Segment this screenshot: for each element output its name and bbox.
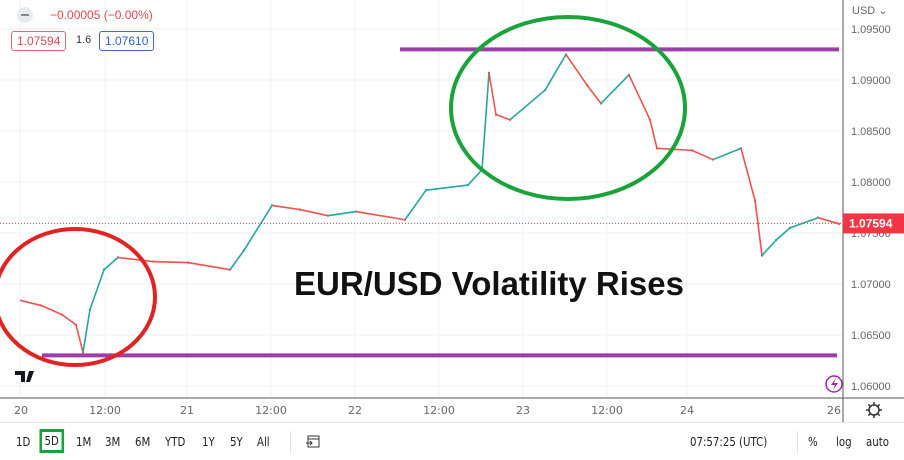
x-tick-label: 20 xyxy=(14,404,28,417)
gear-ring xyxy=(868,404,880,416)
price-segment xyxy=(40,304,63,316)
price-segment xyxy=(649,119,658,149)
ask-price-button[interactable]: 1.07610 xyxy=(99,31,155,51)
price-segment xyxy=(299,208,329,217)
price-segment xyxy=(544,54,567,91)
collapse-legend-button[interactable] xyxy=(17,7,33,23)
y-tick-label: 1.09000 xyxy=(851,75,891,87)
price-segment xyxy=(761,239,777,256)
x-tick-label: 12:00 xyxy=(255,404,287,417)
x-tick-label: 24 xyxy=(680,404,694,417)
x-tick-label: 12:00 xyxy=(89,404,121,417)
range-1y[interactable]: 1Y xyxy=(202,435,215,449)
price-segment xyxy=(565,54,588,86)
range-ytd[interactable]: YTD xyxy=(165,435,186,449)
auto-toggle[interactable]: auto xyxy=(866,435,889,449)
x-tick-label: 22 xyxy=(348,404,362,417)
last-price-label: 1.07594 xyxy=(849,216,893,230)
x-tick-label: 21 xyxy=(180,404,194,417)
price-chart[interactable]: 1.095001.090001.085001.080001.075001.070… xyxy=(0,0,904,422)
range-5y[interactable]: 5Y xyxy=(230,435,243,449)
price-segment xyxy=(82,309,91,353)
price-segment xyxy=(740,148,756,201)
price-segment xyxy=(117,256,154,263)
gear-tooth xyxy=(867,403,881,417)
settings-gear-icon[interactable] xyxy=(866,402,882,418)
high-highlight-ellipse xyxy=(449,15,687,201)
log-toggle[interactable]: log xyxy=(836,435,852,449)
y-tick-label: 1.06000 xyxy=(851,381,891,393)
price-segment xyxy=(404,189,427,221)
x-tick-label: 26 xyxy=(827,404,841,417)
range-all[interactable]: All xyxy=(257,435,270,449)
divider xyxy=(290,431,291,453)
range-3m[interactable]: 3M xyxy=(105,435,121,449)
price-segment xyxy=(229,249,245,271)
tradingview-logo xyxy=(15,371,34,382)
range-1m[interactable]: 1M xyxy=(76,435,92,449)
price-segment xyxy=(817,216,840,225)
price-segment xyxy=(103,256,119,271)
x-tick-label: 12:00 xyxy=(591,404,623,417)
price-segment xyxy=(75,324,84,353)
bid-price-button[interactable]: 1.07594 xyxy=(11,31,67,51)
y-tick-label: 1.08000 xyxy=(851,177,891,189)
price-segment xyxy=(467,169,483,186)
price-segment xyxy=(789,216,819,229)
range-1d[interactable]: 1D xyxy=(16,435,31,449)
range-6m[interactable]: 6M xyxy=(135,435,151,449)
price-segment xyxy=(509,89,546,121)
price-segment xyxy=(19,299,42,307)
currency-selector[interactable]: USD ⌄ xyxy=(852,5,888,17)
date-range-icon[interactable] xyxy=(305,433,321,449)
price-segment xyxy=(712,147,742,161)
range-5d[interactable]: 5D xyxy=(39,429,64,453)
price-segment xyxy=(775,227,791,241)
x-tick-label: 23 xyxy=(516,404,530,417)
y-tick-label: 1.08500 xyxy=(851,126,891,138)
price-point xyxy=(837,222,841,226)
price-segment xyxy=(61,313,77,326)
price-segment xyxy=(152,260,189,264)
y-tick-label: 1.07000 xyxy=(851,279,891,291)
x-tick-label: 12:00 xyxy=(423,404,455,417)
price-segment xyxy=(355,210,406,221)
price-segment xyxy=(691,149,714,161)
price-segment xyxy=(628,74,651,121)
price-segment xyxy=(327,210,357,217)
lightning-glyph xyxy=(831,378,838,390)
last-price-badge xyxy=(843,213,904,234)
bottom-toolbar: 1D 5D 1M 3M 6M YTD 1Y 5Y All 07:57:25 (U… xyxy=(0,422,904,460)
gear-tooth xyxy=(867,403,881,417)
clock-time[interactable]: 07:57:25 (UTC) xyxy=(690,435,768,449)
price-segment xyxy=(495,113,511,121)
price-segment xyxy=(187,261,231,271)
chart-title: EUR/USD Volatility Rises xyxy=(294,265,684,302)
divider xyxy=(797,431,798,453)
price-segment xyxy=(754,200,763,256)
price-segment xyxy=(586,84,602,104)
y-tick-label: 1.06500 xyxy=(851,330,891,342)
price-segment xyxy=(425,184,469,191)
y-tick-label: 1.09500 xyxy=(851,24,891,36)
low-highlight-ellipse xyxy=(0,227,157,367)
price-segment xyxy=(481,72,490,170)
price-change: −0.00005 (−0.00%) xyxy=(50,8,153,22)
spread: 1.6 xyxy=(76,34,92,46)
price-segment xyxy=(89,269,105,310)
percent-toggle[interactable]: % xyxy=(808,435,818,449)
price-segment xyxy=(243,205,273,251)
price-segment xyxy=(600,74,630,105)
price-segment xyxy=(488,72,497,115)
price-segment xyxy=(271,204,301,211)
